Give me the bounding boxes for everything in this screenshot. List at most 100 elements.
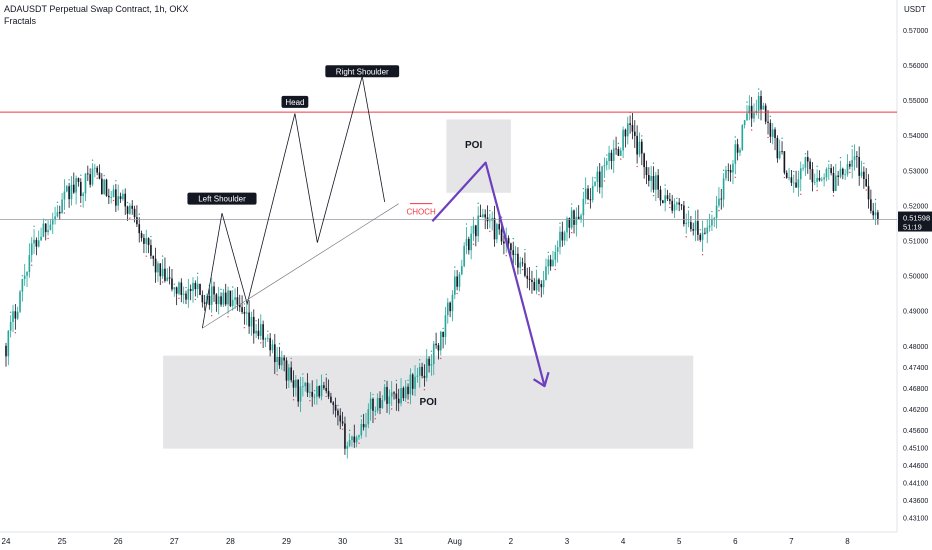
candle-body — [764, 105, 767, 122]
candle-body — [612, 148, 615, 161]
candle-body — [117, 196, 120, 206]
candle-body — [722, 178, 725, 200]
candle-body — [484, 214, 487, 218]
candle-body — [792, 182, 795, 184]
candle-body — [568, 218, 571, 228]
fractal-marker — [816, 165, 818, 168]
candle-body — [355, 437, 358, 443]
candle-body — [552, 259, 554, 267]
fractal-marker — [290, 357, 292, 360]
fractal-marker — [129, 217, 131, 219]
candle-body — [236, 297, 239, 305]
candle-body — [217, 296, 220, 305]
candle-body — [610, 152, 613, 161]
fractal-marker — [80, 174, 82, 176]
candle-body — [365, 424, 367, 428]
candle-body — [687, 222, 690, 223]
candle-body — [449, 302, 451, 312]
fractal-marker — [302, 373, 304, 375]
poi-label: POI — [465, 140, 482, 151]
candle-body — [381, 400, 384, 408]
y-tick-label: 0.52000 — [903, 203, 928, 210]
candle-body — [304, 382, 307, 387]
y-tick-label: 0.43600 — [903, 498, 928, 505]
candle-body — [58, 211, 61, 214]
candle-body — [140, 233, 143, 238]
x-tick-label: Aug — [448, 537, 462, 546]
candle-body — [5, 345, 7, 357]
candle-body — [470, 233, 472, 251]
candle-body — [189, 288, 192, 291]
candle-body — [701, 232, 704, 240]
chart-corner — [898, 536, 932, 550]
candle-body — [734, 144, 737, 164]
fractal-marker — [63, 212, 66, 214]
candle-body — [227, 290, 229, 305]
candle-body — [736, 144, 739, 153]
fractal-marker — [538, 293, 540, 296]
candle-body — [697, 221, 699, 235]
candle-body — [636, 135, 638, 155]
candle-body — [528, 278, 531, 280]
candle-body — [748, 105, 751, 114]
pattern-label: Left Shoulder — [198, 195, 246, 204]
candle-body — [533, 281, 536, 291]
fractal-marker — [430, 350, 433, 352]
candle-body — [496, 224, 498, 240]
candle-body — [112, 189, 115, 198]
candle-body — [325, 387, 328, 392]
candle-body — [435, 343, 437, 346]
candle-body — [870, 199, 872, 211]
candle-body — [825, 168, 828, 178]
candle-body — [547, 259, 550, 267]
candle-body — [105, 179, 108, 196]
candle-body — [323, 385, 325, 388]
candle-body — [12, 311, 14, 322]
candle-body — [241, 307, 243, 313]
pattern-label: Right Shoulder — [336, 67, 389, 76]
candle-body — [575, 216, 578, 225]
fractal-marker — [465, 223, 468, 225]
candle-body — [647, 175, 650, 181]
candle-body — [273, 344, 276, 363]
candle-body — [428, 358, 430, 366]
fractal-marker — [685, 236, 687, 238]
fractal-marker — [360, 415, 362, 417]
candle-body — [360, 424, 363, 436]
fractal-marker — [783, 176, 786, 179]
candle-body — [489, 220, 491, 222]
y-tick-label: 0.46200 — [903, 407, 928, 414]
candle-body — [334, 404, 337, 411]
candle-body — [615, 148, 617, 150]
candle-body — [7, 330, 10, 357]
candle-body — [589, 199, 592, 201]
poi-label: POI — [420, 397, 437, 408]
candle-body — [421, 366, 423, 376]
candle-body — [215, 294, 218, 305]
candle-body — [94, 167, 96, 169]
fractal-marker — [211, 315, 213, 317]
candle-body — [309, 391, 311, 393]
candle-body — [402, 388, 405, 399]
candle-body — [858, 156, 861, 176]
candle-body — [220, 296, 222, 305]
fractal-marker — [407, 379, 409, 382]
pattern-label: Head — [285, 98, 304, 107]
fractal-marker — [220, 288, 222, 291]
candle-body — [416, 375, 419, 377]
candle-body — [259, 324, 262, 336]
candle-body — [250, 316, 253, 327]
fractal-marker — [309, 400, 311, 402]
candle-body — [21, 278, 24, 292]
candle-body — [213, 286, 215, 295]
x-tick-label: 5 — [677, 537, 682, 546]
candle-body — [414, 376, 416, 389]
candle-body — [601, 166, 603, 188]
candle-body — [252, 316, 255, 334]
fractal-marker — [594, 177, 596, 179]
candle-body — [182, 293, 185, 295]
candle-body — [208, 296, 211, 305]
candle-body — [500, 229, 503, 242]
candle-body — [617, 149, 620, 156]
